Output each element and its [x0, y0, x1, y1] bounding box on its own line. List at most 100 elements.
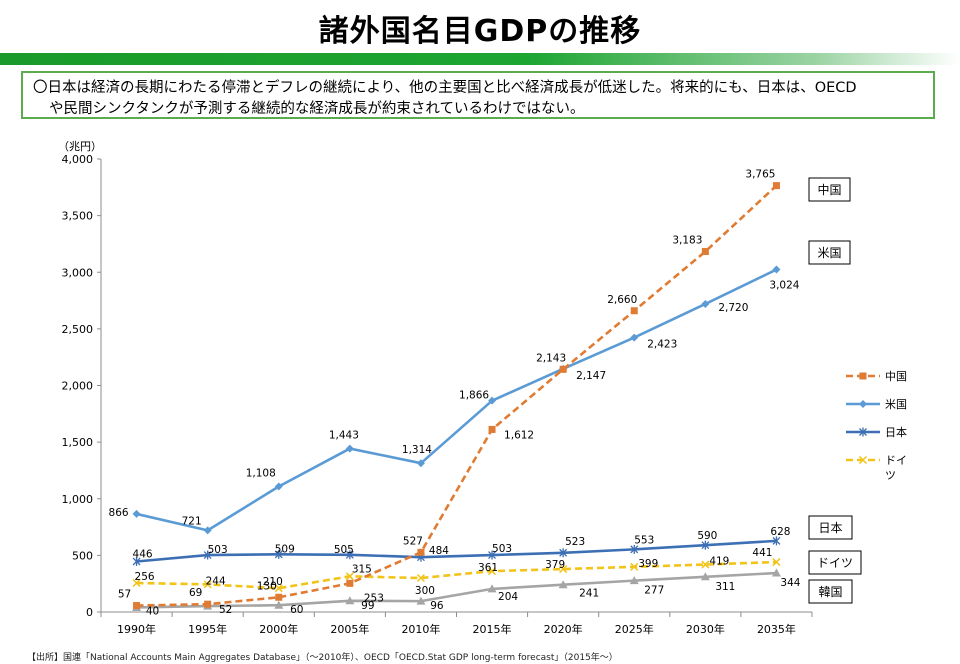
marker-stroke: [488, 567, 497, 576]
x-tick-label: 2020年: [544, 622, 583, 636]
series-line-ドイツ: [136, 560, 777, 590]
data-point: [345, 572, 354, 581]
data-label: 253: [364, 592, 384, 604]
legend-label: 中国: [885, 370, 907, 383]
data-point: [630, 307, 638, 315]
data-label: 2,147: [576, 370, 606, 382]
y-tick-label: 1,000: [62, 493, 94, 506]
callout-box: [808, 177, 851, 202]
marker-stroke: [274, 584, 283, 593]
x-tick-label: 1995年: [188, 622, 227, 636]
data-point: [701, 540, 710, 550]
marker-stroke: [772, 558, 781, 567]
callout-label: 中国: [817, 182, 841, 197]
x-tick-label: 2005年: [330, 622, 369, 636]
data-point: [132, 578, 141, 588]
data-label: 3,024: [769, 280, 799, 292]
data-point: [558, 580, 568, 589]
legend-label: 米国: [885, 398, 907, 411]
data-label: 1,612: [504, 429, 534, 441]
data-label: 2,143: [536, 352, 566, 364]
summary-box: 〇日本は経済の長期にわたる停滞とデフレの継続により、他の主要国と比べ経済成長が低…: [21, 71, 935, 119]
data-point: [132, 556, 141, 566]
x-tick-label: 2015年: [473, 622, 512, 636]
data-point: [416, 573, 425, 583]
marker-stroke: [416, 573, 425, 583]
data-label: 2,660: [607, 294, 637, 306]
data-label: 1,314: [402, 444, 432, 456]
marker-stroke: [630, 562, 639, 571]
data-label: 866: [109, 507, 129, 519]
x-tick-label: 2025年: [615, 622, 654, 636]
data-point: [204, 600, 212, 608]
callout-label: 米国: [817, 246, 841, 260]
summary-line-2: や民間シンクタンクが予測する継続的な経済成長が約束されているわけではない。: [49, 101, 585, 117]
data-label: 505: [334, 544, 354, 556]
callout-label: 韓国: [818, 585, 842, 599]
y-tick-label: 2,500: [62, 323, 94, 336]
y-axis-title: （兆円）: [58, 140, 102, 153]
data-label: 523: [565, 536, 585, 548]
x-tick-label: 2010年: [401, 622, 440, 636]
data-label: 721: [182, 515, 202, 527]
callout-米国: 米国: [808, 240, 851, 265]
source-note: 【出所】国連「National Accounts Main Aggregates…: [27, 653, 618, 663]
title-underline-bar: [0, 53, 960, 65]
data-label: 503: [492, 543, 512, 555]
callout-box: [808, 550, 862, 575]
data-point: [488, 550, 497, 560]
data-point: [559, 365, 567, 373]
data-point: [203, 580, 212, 589]
data-label: 399: [638, 558, 658, 570]
data-point: [700, 572, 710, 581]
data-point: [629, 576, 639, 585]
data-point: [701, 299, 710, 308]
marker-stroke: [701, 560, 710, 569]
data-point: [203, 550, 212, 560]
callout-日本: 日本: [808, 515, 853, 540]
marker-stroke: [559, 565, 568, 574]
data-label: 590: [697, 530, 717, 542]
data-point: [858, 455, 868, 465]
legend-label: ツ: [885, 469, 896, 482]
data-label: 628: [770, 526, 790, 538]
series-line-韓国: [136, 571, 777, 609]
data-point: [701, 248, 709, 256]
data-point: [859, 400, 867, 408]
page-title: 諸外国名目GDPの推移: [318, 14, 642, 49]
data-label: 3,183: [672, 235, 702, 247]
data-point: [771, 568, 781, 577]
data-label: 344: [780, 577, 800, 589]
data-point: [274, 549, 283, 559]
data-label: 57: [118, 589, 131, 601]
callout-box: [808, 240, 851, 265]
series-layer: [132, 182, 781, 611]
data-label: 419: [709, 556, 729, 568]
data-label: 52: [219, 604, 232, 616]
data-point: [772, 536, 781, 546]
data-label: 509: [275, 543, 295, 555]
callout-ドイツ: ドイツ: [808, 550, 862, 575]
data-label: 99: [361, 600, 374, 612]
data-point: [859, 372, 867, 380]
data-label: 3,765: [745, 169, 775, 181]
data-label: 277: [644, 585, 664, 597]
data-label: 311: [715, 581, 735, 593]
data-point: [274, 600, 284, 609]
data-point: [559, 565, 568, 574]
data-label: 210: [263, 576, 283, 588]
data-label: 553: [634, 534, 654, 546]
x-tick-label: 2035年: [757, 622, 796, 636]
y-tick-label: 4,000: [62, 153, 94, 166]
data-point: [488, 567, 497, 576]
data-point: [630, 562, 639, 571]
data-point: [772, 182, 780, 190]
data-point: [345, 550, 354, 560]
data-point: [274, 584, 283, 593]
data-point: [772, 265, 781, 274]
data-point: [487, 584, 497, 593]
y-tick-label: 2,000: [62, 380, 94, 393]
